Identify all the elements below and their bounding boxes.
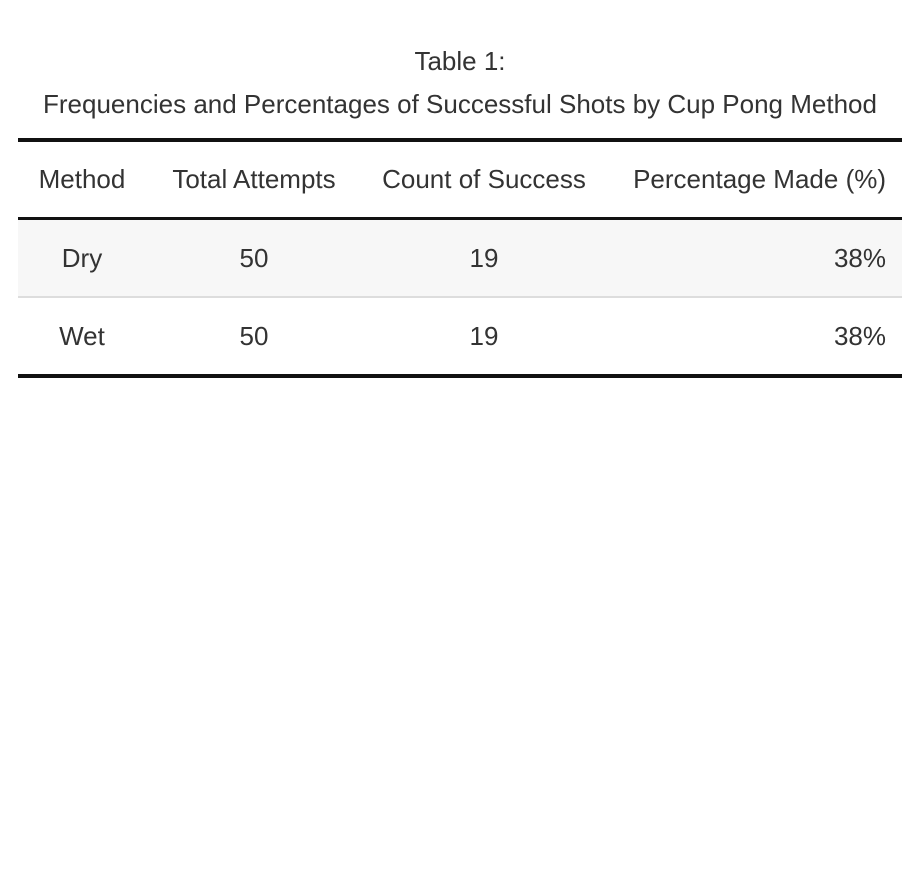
cell-percentage-made: 38%	[833, 320, 886, 351]
cell-count-of-success: 19	[469, 242, 499, 273]
header-total-attempts: Total Attempts	[172, 164, 336, 194]
cell-total-attempts: 50	[239, 242, 269, 273]
frequencies-table: Method Total Attempts Count of Success P…	[18, 138, 902, 378]
table-header: Method Total Attempts Count of Success P…	[18, 140, 902, 219]
header-method: Method	[38, 164, 126, 194]
header-row: Method Total Attempts Count of Success P…	[18, 140, 902, 219]
table-title: Frequencies and Percentages of Successfu…	[43, 89, 877, 119]
cell-count-of-success: 19	[469, 320, 499, 351]
table-row: Wet 50 19 38%	[18, 297, 902, 376]
cell-total-attempts: 50	[239, 320, 269, 351]
header-count-of-success: Count of Success	[382, 164, 586, 194]
table-number: Table 1:	[414, 46, 506, 76]
table-caption: Table 1: Frequencies and Percentages of …	[18, 40, 902, 126]
header-percentage-made: Percentage Made (%)	[633, 164, 886, 194]
table-body: Dry 50 19 38% Wet 50 19 38%	[18, 218, 902, 376]
cell-percentage-made: 38%	[833, 242, 886, 273]
table-row: Dry 50 19 38%	[18, 218, 902, 297]
cell-method: Wet	[59, 320, 105, 351]
cell-method: Dry	[61, 242, 103, 273]
